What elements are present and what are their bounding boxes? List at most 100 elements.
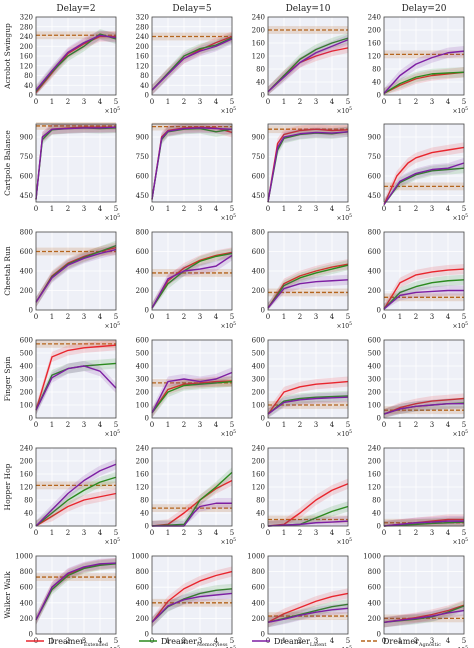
- panel-r3c3-xtick-1: 1: [282, 313, 286, 321]
- panel-r4c1-line-latent: [35, 365, 117, 411]
- panel-r1c1-ytick-4: 160: [20, 53, 33, 61]
- panel-r2c2-xtick-0: 0: [150, 205, 154, 213]
- panel-r4c1-xtick-0: 0: [34, 421, 38, 429]
- panel-r4c4-ytick-3: 300: [368, 376, 381, 384]
- panel-r6c3-line-extended: [267, 592, 349, 623]
- panel-r2c2-xtick-3: 3: [198, 205, 202, 213]
- panel-r2c2-band-latent: [152, 124, 232, 202]
- panel-r2c1-ytick-0: 450: [20, 192, 33, 200]
- panel-r1c3-ytick-1: 40: [256, 79, 265, 87]
- column-title-1: Delay=2: [56, 4, 95, 14]
- panel-r6c2-x-multiplier: ×105: [220, 645, 236, 648]
- panel-r4c3-line-latent: [267, 396, 349, 415]
- panel-r4c2-ytick-1: 100: [136, 402, 149, 410]
- column-title-4: Delay=20: [402, 4, 447, 14]
- panel-r5c3-ytick-0: 0: [261, 523, 265, 531]
- panel-r2c2-ytick-2: 750: [136, 153, 149, 161]
- panel-r3c3-line-latent: [267, 279, 349, 309]
- panel-r2c1-band-extended: [36, 124, 116, 202]
- panel-r1c3-xtick-4: 4: [330, 98, 335, 106]
- panel-r1c2-ytick-0: 0: [145, 92, 149, 100]
- panel-r3c1-xtick-2: 2: [66, 313, 70, 321]
- panel-r1c4-ytick-1: 40: [372, 79, 381, 87]
- panel-r3c1-ytick-1: 200: [20, 287, 33, 295]
- panel-r2c1-xtick-4: 4: [98, 205, 103, 213]
- panel-r1c2-band-memoryless: [152, 32, 232, 95]
- panel-r5c2-band-extended: [152, 475, 232, 526]
- panel-r2c2-xtick-5: 5: [230, 205, 234, 213]
- panel-r2c2-frame: [151, 123, 233, 203]
- panel-r4c1-ytick-4: 400: [20, 363, 33, 371]
- panel-r6c3-background: [268, 556, 348, 634]
- panel-r2c3-ytick-0: 450: [252, 192, 265, 200]
- panel-r5c1-ytick-0: 0: [29, 523, 33, 531]
- panel-r5c4-ytick-4: 160: [368, 471, 381, 479]
- panel-r3c3-xtick-3: 3: [314, 313, 318, 321]
- panel-r3c1-xtick-0: 0: [34, 313, 38, 321]
- panel-r3c1-xtick-5: 5: [114, 313, 118, 321]
- panel-r2c3-line-latent: [267, 131, 349, 203]
- panel-r6c4-xtick-3: 3: [430, 637, 434, 645]
- panel-r5c4-xtick-1: 1: [398, 529, 402, 537]
- panel-r6c1-line-latent: [35, 562, 117, 621]
- panel-r1c2-ytick-3: 120: [136, 62, 149, 70]
- panel-r6c3-ytick-4: 800: [252, 568, 265, 576]
- panel-r4c3-xtick-5: 5: [346, 421, 350, 429]
- panel-r5c3-band-latent: [268, 516, 348, 526]
- panel-r1c3-x-multiplier: ×105: [336, 106, 352, 115]
- panel-r2c1-xtick-1: 1: [50, 205, 54, 213]
- panel-r4c4-ytick-1: 100: [368, 402, 381, 410]
- panel-r6c4-ytick-1: 200: [368, 615, 381, 623]
- panel-r6c2-xtick-1: 1: [166, 637, 170, 645]
- panel-r5c3-ytick-4: 160: [252, 471, 265, 479]
- panel-r2c1-xtick-3: 3: [82, 205, 86, 213]
- panel-r1c4-xtick-4: 4: [446, 98, 451, 106]
- panel-r2c4-line-extended: [383, 146, 465, 205]
- panel-r6c4-x-multiplier: ×105: [452, 645, 468, 648]
- panel-r5c1-ytick-6: 240: [20, 445, 33, 453]
- panel-r5c2-ytick-6: 240: [136, 445, 149, 453]
- panel-r3c2-xtick-5: 5: [230, 313, 234, 321]
- panel-r5c1-line-extended: [35, 492, 117, 527]
- panel-r1c3-line-latent: [267, 39, 349, 93]
- panel-r6c4-xtick-4: 4: [446, 637, 451, 645]
- panel-r2c2-band-memoryless: [152, 124, 232, 202]
- panel-r5c4-ytick-6: 240: [368, 445, 381, 453]
- panel-r3c4-line-latent: [383, 289, 464, 310]
- panel-r1c1-ytick-3: 120: [20, 62, 33, 70]
- panel-r6c2-ytick-5: 1000: [131, 553, 149, 561]
- panel-r2c3-ytick-1: 600: [252, 173, 265, 181]
- panel-r3c4-line-extended: [383, 268, 465, 310]
- panel-r6c2-ytick-0: 0: [145, 631, 149, 639]
- panel-r2c2-xtick-4: 4: [214, 205, 219, 213]
- panel-r5c3-band-extended: [268, 478, 348, 526]
- panel-r3c1-xtick-3: 3: [82, 313, 86, 321]
- panel-r3c3-x-multiplier: ×105: [336, 321, 352, 330]
- panel-r4c3-line-memoryless: [267, 395, 349, 415]
- panel-r6c1-xtick-4: 4: [98, 637, 103, 645]
- panel-r2c4-xtick-4: 4: [446, 205, 451, 213]
- panel-r4c4-line-latent: [383, 403, 464, 415]
- panel-r5c2-ytick-1: 40: [140, 510, 149, 518]
- panel-r1c4-band-latent: [384, 46, 464, 95]
- panel-r2c1-x-multiplier: ×105: [104, 213, 120, 222]
- panel-r4c3-line-extended: [267, 380, 349, 415]
- panel-r6c4-xtick-2: 2: [414, 637, 418, 645]
- panel-r1c1-ytick-1: 40: [24, 82, 33, 90]
- panel-r3c2-line-latent: [151, 254, 233, 309]
- panel-r6c4-ytick-5: 1000: [363, 553, 381, 561]
- panel-r5c4-ytick-0: 0: [377, 523, 381, 531]
- panel-r4c2-ytick-0: 0: [145, 415, 149, 423]
- panel-r5c3-ytick-1: 40: [256, 510, 265, 518]
- panel-r5c2-line-memoryless: [151, 471, 233, 527]
- panel-r3c4-ytick-0: 0: [377, 307, 381, 315]
- panel-r5c1-xtick-1: 1: [50, 529, 54, 537]
- panel-r5c4-xtick-0: 0: [382, 529, 386, 537]
- panel-r3c2-xtick-4: 4: [214, 313, 219, 321]
- panel-r5c1-xtick-3: 3: [82, 529, 86, 537]
- panel-r1c3-xtick-3: 3: [314, 98, 318, 106]
- panel-r3c3-ytick-1: 200: [252, 287, 265, 295]
- panel-r6c3-xtick-4: 4: [330, 637, 335, 645]
- panel-r4c3-band-extended: [268, 376, 348, 418]
- panel-r1c2-xtick-3: 3: [198, 98, 202, 106]
